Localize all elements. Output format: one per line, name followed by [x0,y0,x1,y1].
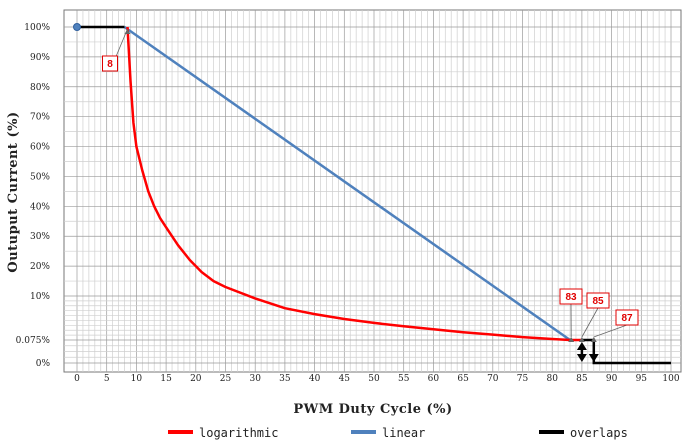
grid [63,9,682,373]
x-tick-label: 60 [428,374,440,384]
x-tick-label: 80 [546,374,558,384]
x-tick-label: 95 [636,374,648,384]
x-axis-title: PWM Duty Cycle (%) [293,402,452,417]
y-tick-label: 80% [30,83,50,93]
x-tick-label: 70 [487,374,499,384]
plot-area [63,9,682,373]
callout-arrowhead [124,29,131,34]
y-tick-labels: 0% 0.075% 10% 20% 30% 40% 50% 60% 70% 80% 90% 100% [16,23,51,369]
series-overlaps-tail [581,338,671,365]
series-lines [73,23,671,365]
x-tick-label: 25 [220,374,232,384]
y-tick-label: 30% [30,232,50,242]
x-tick-label: 15 [160,374,172,384]
x-tick-label: 35 [279,374,291,384]
callout-box [559,288,583,305]
series-logarithmic [126,26,582,342]
series-linear [123,25,571,342]
callout-label: 85 [592,296,604,307]
x-tick-label: 45 [339,374,351,384]
callout-label: 87 [621,313,633,324]
callout-arrowhead [590,337,597,342]
callout-leader [593,324,628,338]
y-tick-label: 20% [30,262,50,272]
transition-arrow-head-up [576,342,587,350]
y-tick-label: 90% [30,53,50,63]
callout-8: 8 [102,28,131,72]
series-overlaps-start-marker [73,23,81,31]
y-tick-label: 10% [30,292,50,302]
y-tick-label: 100% [24,23,50,33]
callout-box [615,309,639,326]
callout-label: 8 [107,59,113,70]
x-tick-label: 50 [368,374,380,384]
y-axis-title: Outuput Current (%) [6,111,21,272]
callout-leader [581,307,599,338]
y-tick-label: 40% [30,202,50,212]
callout-box [586,292,610,309]
callout-85: 85 [578,292,610,342]
transition-arrow-head-down [576,354,587,362]
x-tick-label: 5 [104,374,110,384]
legend: logarithmic linear overlaps [168,426,628,440]
x-tick-label: 100 [662,374,679,384]
callout-arrowhead [578,337,585,342]
x-tick-label: 40 [309,374,321,384]
legend-label-overlaps: overlaps [570,426,628,440]
callouts: 8 83 85 87 [102,28,639,342]
x-tick-label: 85 [576,374,588,384]
x-tick-label: 20 [190,374,202,384]
legend-label-logarithmic: logarithmic [199,426,278,440]
x-tick-label: 10 [131,374,143,384]
x-tick-label: 75 [517,374,529,384]
y-tick-label: 50% [30,172,50,182]
x-tick-label: 65 [457,374,469,384]
y-tick-label: 0.075% [16,336,51,346]
x-tick-label: 55 [398,374,410,384]
y-tick-label: 60% [30,143,50,153]
y-tick-label: 0% [36,359,51,369]
callout-box [102,55,118,72]
x-tick-label: 0 [74,374,80,384]
y-tick-label: 70% [30,113,50,123]
drop-arrow-head [588,354,599,362]
legend-label-linear: linear [382,426,425,440]
callout-83: 83 [559,288,583,342]
x-tick-labels: 0 5 10 15 20 25 30 35 40 45 50 55 60 65 70 75 80 85 90 95 10… [74,374,680,384]
callout-87: 87 [590,309,639,342]
callout-label: 83 [565,292,577,303]
x-tick-label: 90 [606,374,618,384]
x-tick-label: 30 [249,374,261,384]
callout-arrowhead [568,337,575,342]
